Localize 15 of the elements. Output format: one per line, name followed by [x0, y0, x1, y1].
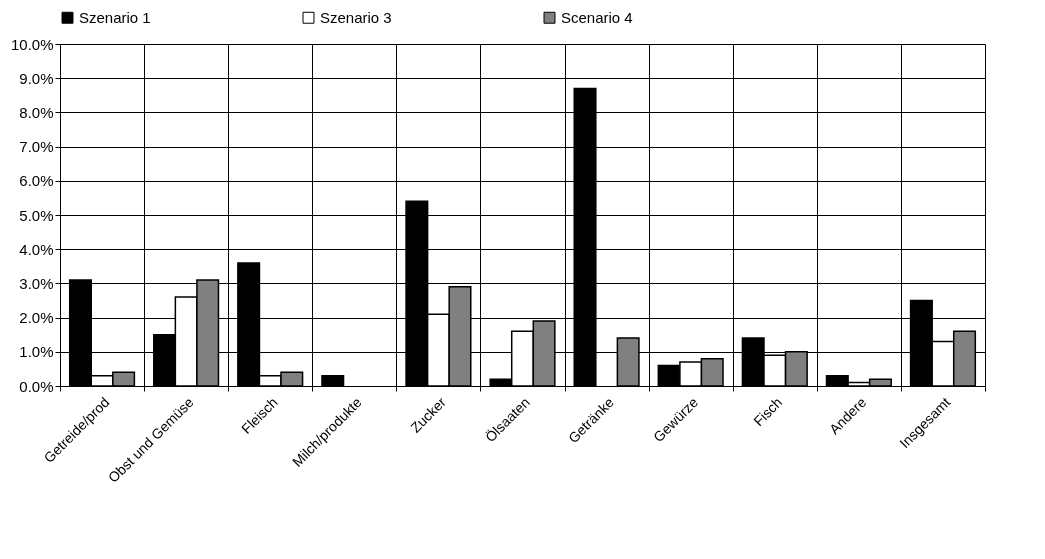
y-tick-label: 9.0%	[19, 69, 54, 87]
y-tick-label: 0.0%	[19, 377, 54, 395]
y-tick-label: 3.0%	[19, 274, 54, 292]
legend-label: Szenario 3	[320, 8, 392, 26]
y-tick-label: 4.0%	[19, 240, 54, 258]
bar	[321, 374, 345, 387]
y-tick-label: 10.0%	[10, 35, 54, 53]
y-tick-label: 5.0%	[19, 206, 54, 224]
legend-label: Scenario 4	[561, 8, 633, 26]
y-tick-label: 6.0%	[19, 172, 54, 190]
y-tick-label: 7.0%	[19, 138, 54, 156]
y-tick-label: 8.0%	[19, 103, 54, 121]
y-tick-label: 1.0%	[19, 343, 54, 361]
y-tick-label: 2.0%	[19, 309, 54, 327]
legend-label: Szenario 1	[79, 8, 151, 26]
